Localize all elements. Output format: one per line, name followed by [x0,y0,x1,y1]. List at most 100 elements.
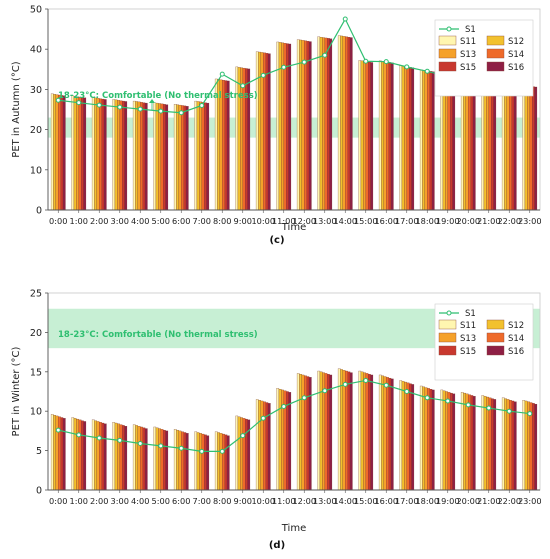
bar [365,373,369,491]
x-tick-label: 6:00 [172,216,190,226]
bar [278,389,282,491]
x-tick-label: 22:00 [497,216,521,226]
y-tick-label: 40 [30,45,42,56]
x-tick-label: 4:00 [131,216,149,226]
bar [196,432,200,491]
bar [527,85,530,211]
bar [163,429,166,491]
bar [304,375,307,491]
bar [317,370,321,491]
x-tick-label: 0:00 [49,496,67,506]
bar [219,433,223,491]
bar [306,376,310,491]
bar [155,102,159,211]
data-point [240,433,246,439]
legend-swatch [486,345,505,356]
x-tick-label: 21:00 [477,216,501,226]
bar [60,95,64,211]
bar [522,84,526,211]
data-point [117,437,123,443]
bar [245,68,248,211]
bar [258,51,261,211]
bar [119,424,123,491]
bar [327,38,330,211]
bar [76,418,79,491]
bar [286,43,289,211]
bar [383,376,387,491]
bar [388,377,392,491]
y-tick-label: 5 [36,446,42,457]
bar [224,434,228,491]
x-tick-label: 13:00 [313,216,337,226]
data-point [383,59,389,65]
bar [176,104,179,211]
x-tick-label: 21:00 [477,496,501,506]
bar [160,103,164,211]
bar [378,374,382,491]
bar [276,388,280,491]
bar [181,431,184,491]
legend-label: S12 [508,37,524,47]
bar [214,431,218,491]
bar [240,67,243,211]
bar [317,36,321,211]
bar [529,86,533,211]
bar [506,84,510,211]
data-point [158,443,164,449]
bar [260,400,264,491]
x-tick-label: 1:00 [70,496,88,506]
bar [349,372,353,491]
bar [163,104,166,211]
x-tick-label: 16:00 [374,216,398,226]
x-tick-label: 9:00 [234,216,252,226]
bar [452,393,456,491]
bar [472,78,476,211]
bar [196,101,200,211]
bar [288,43,292,211]
bar [404,66,407,211]
bar [91,97,95,211]
x-tick-label: 19:00 [436,216,460,226]
bar [201,433,205,491]
data-point [363,377,369,383]
bar [383,61,387,211]
x-tick-label: 4:00 [131,496,149,506]
chart-panel-d: 0 5 10 15 20 25 0:00 1:00 2:00 3:00 4:00 5:00 6:00 7:… [11,289,542,552]
bar [329,38,333,211]
bar [158,428,161,491]
bar [532,403,535,491]
bar [422,386,425,491]
bar [327,374,330,491]
x-tick-label: 14:00 [333,496,357,506]
x-tick-label: 18:00 [415,216,439,226]
bar [431,389,435,491]
data-point [322,52,328,58]
bar [73,96,77,211]
bar [237,67,241,211]
data-point [117,104,123,110]
bar [242,67,246,211]
bar [486,396,489,491]
bar [204,102,207,211]
bar [381,375,384,491]
bar [76,96,79,211]
bar [124,426,128,491]
bar [122,425,125,491]
data-point [445,398,451,404]
bar [470,395,474,491]
data-point [322,388,328,394]
x-tick-label: 7:00 [193,496,211,506]
y-tick-label: 20 [30,328,42,339]
x-tick-label: 5:00 [152,496,170,506]
bar [96,421,100,491]
bar [132,100,136,211]
data-point [178,110,184,116]
bar [140,102,143,211]
bar [390,378,394,491]
bar [117,100,120,211]
y-tick-label: 0 [36,486,42,497]
bar [381,61,384,211]
x-tick-label: 8:00 [213,496,231,506]
bar [142,427,146,491]
